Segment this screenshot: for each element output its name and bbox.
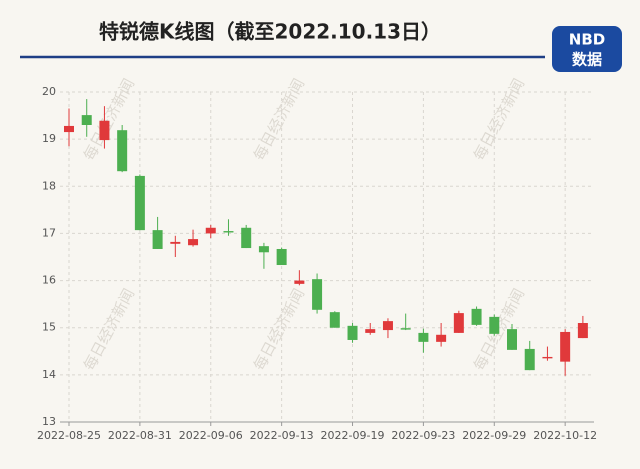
y-tick-label: 16 xyxy=(42,274,56,287)
candle-body xyxy=(276,248,287,266)
candle-body xyxy=(489,316,500,334)
x-tick-label: 2022-09-06 xyxy=(179,429,243,442)
y-tick-label: 13 xyxy=(42,415,56,428)
candle-body xyxy=(329,312,340,328)
candle-body xyxy=(560,331,571,362)
candle-body xyxy=(134,175,145,231)
candle-body xyxy=(453,313,464,333)
y-tick-label: 19 xyxy=(42,132,56,145)
candle-body xyxy=(577,323,588,339)
candle-body xyxy=(81,115,92,125)
logo-top: NBD xyxy=(569,31,605,49)
x-tick-label: 2022-09-29 xyxy=(462,429,526,442)
candle-body xyxy=(471,308,482,325)
candle-body xyxy=(64,125,74,133)
candle-body xyxy=(188,239,199,246)
candle-body xyxy=(382,321,393,331)
x-tick-label: 2022-08-31 xyxy=(108,429,172,442)
candle-body xyxy=(223,231,234,233)
candle-body xyxy=(241,227,252,249)
candle-body xyxy=(365,329,376,333)
logo-box xyxy=(552,26,622,72)
x-tick-label: 2022-09-23 xyxy=(391,429,455,442)
logo-bottom: 数据 xyxy=(572,51,602,69)
candle-body xyxy=(524,348,535,371)
y-tick-label: 14 xyxy=(42,368,56,381)
candle-body xyxy=(542,356,553,359)
candle-body xyxy=(170,241,181,244)
candle-body xyxy=(205,227,216,234)
x-tick-label: 2022-08-25 xyxy=(37,429,101,442)
candle-body xyxy=(99,120,110,141)
candle-body xyxy=(418,332,429,342)
x-tick-label: 2022-10-12 xyxy=(533,429,597,442)
y-tick-label: 17 xyxy=(42,226,56,239)
x-tick-label: 2022-09-13 xyxy=(250,429,314,442)
candle-body xyxy=(312,279,323,310)
candle-body xyxy=(507,329,517,350)
candle-body xyxy=(347,325,358,340)
y-tick-label: 15 xyxy=(42,321,56,334)
candle-body xyxy=(400,328,411,330)
y-tick-label: 20 xyxy=(42,85,56,98)
x-tick-label: 2022-09-19 xyxy=(321,429,385,442)
candle-body xyxy=(258,246,269,253)
candle-body xyxy=(152,230,163,249)
y-tick-label: 18 xyxy=(42,179,56,192)
candle-body xyxy=(294,280,305,284)
chart-title: 特锐德K线图（截至2022.10.13日） xyxy=(99,20,441,44)
candle-body xyxy=(436,334,447,342)
candle-body xyxy=(117,130,128,172)
